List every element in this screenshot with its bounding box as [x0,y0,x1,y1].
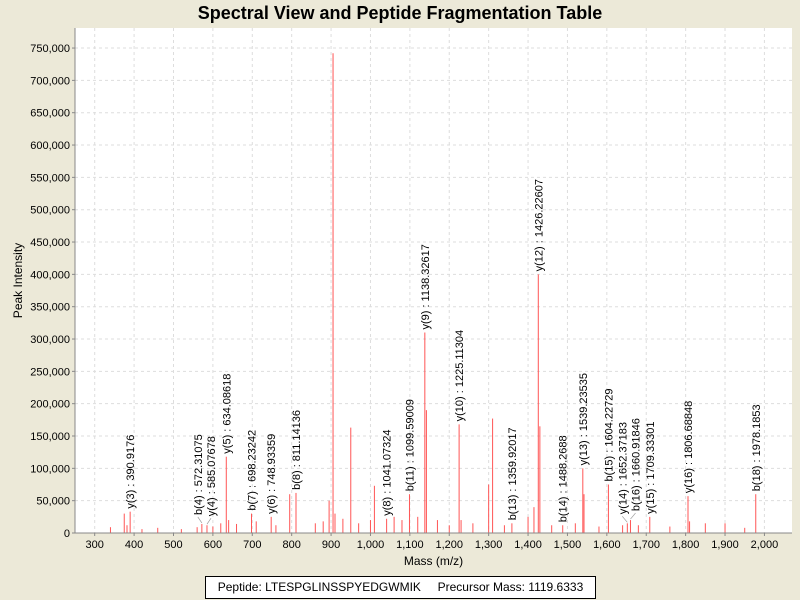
y-tick-label: 150,000 [30,431,70,443]
x-tick-label: 1,500 [554,539,582,551]
plot-area [75,28,792,533]
peak-annotation: y(4) : 585.07678 [206,436,218,516]
peak-annotation: y(13) : 1539.23535 [578,373,590,465]
peak-annotation: b(7) : 698.23242 [246,430,258,511]
peak-annotation: y(14) : 1652.37183 [617,422,629,514]
peptide-label: Peptide: LTESPGLINSSPYEDGWMIK [217,580,421,594]
x-tick-label: 1,700 [632,539,660,551]
y-tick-label: 600,000 [30,140,70,152]
x-tick-label: 1,800 [672,539,700,551]
y-tick-label: 700,000 [30,75,70,87]
y-tick-label: 400,000 [30,269,70,281]
y-tick-label: 50,000 [36,496,70,508]
y-tick-label: 450,000 [30,237,70,249]
y-axis-label: Peak Intensity [11,243,25,318]
x-tick-label: 1,400 [514,539,542,551]
x-tick-label: 300 [86,539,104,551]
annotation-leader [206,518,212,525]
y-tick-label: 750,000 [30,43,70,55]
peak-annotation: b(8) : 811.14136 [291,410,303,490]
y-tick-label: 0 [64,528,70,540]
peak-annotation: y(6) : 748.93359 [266,434,278,514]
x-tick-label: 800 [282,539,300,551]
x-tick-label: 500 [164,539,182,551]
x-tick-label: 1,900 [711,539,739,551]
peak-annotation: y(9) : 1138.32617 [420,244,432,329]
peak-annotation: y(12) : 1426.22607 [533,179,545,271]
peak-annotation: y(5) : 634.08618 [221,374,233,454]
peak-annotation: y(16) : 1806.68848 [683,401,695,493]
x-tick-label: 1,100 [396,539,424,551]
y-tick-label: 550,000 [30,172,70,184]
peak-annotation: b(13) : 1359.92017 [507,427,519,520]
x-tick-label: 700 [243,539,261,551]
peak-annotation: y(8) : 1041.07324 [382,430,394,516]
peak-annotation: b(14) : 1488.2688 [558,435,570,522]
x-tick-label: 1,200 [435,539,463,551]
annotation-leader [630,512,636,520]
y-tick-label: 650,000 [30,108,70,120]
annotation-leader [197,516,203,524]
x-tick-label: 1,300 [475,539,503,551]
y-tick-label: 350,000 [30,302,70,314]
x-tick-label: 2,000 [751,539,779,551]
peak-annotation: b(4) : 572.31075 [193,434,205,515]
peak-annotation: b(18) : 1978.1853 [751,404,763,491]
x-tick-label: 600 [204,539,222,551]
annotation-leader [622,516,628,523]
peptide-info-box: Peptide: LTESPGLINSSPYEDGWMIK Precursor … [205,576,596,599]
x-tick-label: 900 [322,539,340,551]
y-tick-label: 500,000 [30,205,70,217]
y-tick-label: 100,000 [30,463,70,475]
peak-annotation: b(11) : 1099.59009 [404,399,416,491]
peak-annotation: y(10) : 1225.11304 [454,330,466,422]
y-tick-label: 300,000 [30,334,70,346]
x-tick-label: 1,600 [593,539,621,551]
y-tick-label: 200,000 [30,399,70,411]
peak-annotation: b(15) : 1604.22729 [603,389,615,482]
y-tick-label: 250,000 [30,366,70,378]
x-axis-label: Mass (m/z) [404,554,463,568]
peak-annotation: y(15) : 1709.33301 [645,421,657,513]
chart-title: Spectral View and Peptide Fragmentation … [197,3,603,23]
peak-annotation: y(3) : 390.9176 [125,435,137,509]
x-tick-label: 1,000 [357,539,385,551]
precursor-mass-label: Precursor Mass: 1119.6333 [437,580,584,594]
peak-annotation: b(16) : 1660.91846 [631,418,643,511]
x-tick-label: 400 [125,539,143,551]
